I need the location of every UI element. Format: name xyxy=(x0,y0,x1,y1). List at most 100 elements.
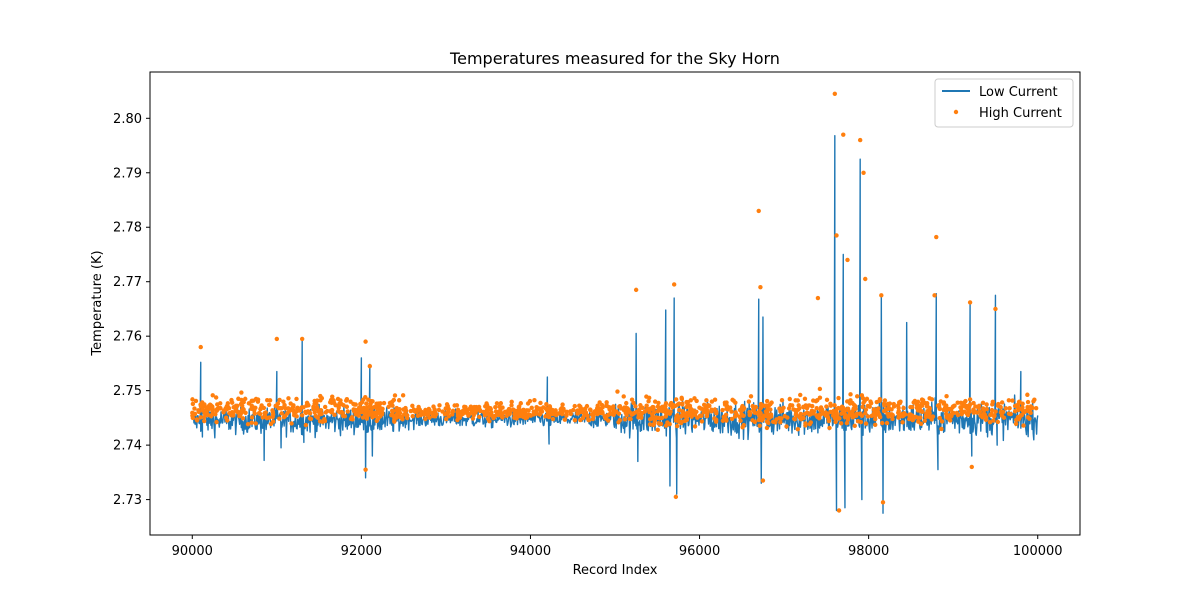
x-axis-ticks: 90000 92000 94000 96000 98000 100000 xyxy=(172,535,1063,559)
x-tick-label: 98000 xyxy=(848,544,889,559)
high-current-point xyxy=(493,404,498,410)
high-current-point xyxy=(1028,404,1034,409)
high-current-point xyxy=(381,400,387,406)
high-current-point xyxy=(882,398,888,403)
high-current-point xyxy=(808,411,813,417)
high-current-point xyxy=(680,409,685,414)
high-current-point xyxy=(858,411,863,416)
high-current-point xyxy=(878,414,883,420)
high-current-point xyxy=(656,400,661,406)
high-current-point xyxy=(496,412,502,417)
high-current-point xyxy=(801,405,806,410)
high-current-point xyxy=(959,410,965,416)
high-current-point xyxy=(741,413,746,419)
high-current-point xyxy=(282,402,287,408)
high-current-point xyxy=(890,416,895,422)
high-current-point xyxy=(202,414,207,420)
high-current-point xyxy=(646,399,651,404)
high-current-point xyxy=(386,404,391,410)
high-current-point xyxy=(798,411,803,417)
high-current-point xyxy=(609,411,614,417)
high-current-point xyxy=(999,409,1004,414)
high-current-point xyxy=(961,400,967,405)
high-current-point xyxy=(416,404,421,410)
high-current-point xyxy=(423,416,428,422)
high-current-point xyxy=(361,397,366,402)
x-tick-label: 94000 xyxy=(510,544,551,559)
high-current-point xyxy=(1025,399,1031,405)
high-current-point xyxy=(1003,406,1009,411)
high-current-point xyxy=(374,401,379,406)
high-current-point xyxy=(915,408,921,413)
high-current-point xyxy=(939,426,944,432)
high-current-point xyxy=(896,415,901,420)
high-current-point xyxy=(760,416,766,421)
high-current-point xyxy=(622,417,628,422)
plot-area xyxy=(190,91,1039,514)
high-current-point xyxy=(550,408,556,413)
high-current-point xyxy=(900,420,905,425)
high-current-point xyxy=(460,408,466,413)
y-tick-label: 2.73 xyxy=(113,493,142,508)
high-current-point xyxy=(640,405,645,410)
high-current-point xyxy=(684,399,689,405)
high-current-point xyxy=(328,409,334,415)
high-current-point xyxy=(919,401,925,406)
high-current-point xyxy=(937,415,942,421)
high-current-point xyxy=(554,412,559,418)
high-current-point xyxy=(288,401,293,406)
high-current-point xyxy=(509,399,514,405)
high-current-point xyxy=(498,401,504,406)
high-current-point xyxy=(209,405,214,411)
high-current-point xyxy=(611,404,616,409)
high-current-point xyxy=(544,401,549,407)
high-current-point xyxy=(720,407,725,413)
y-tick-label: 2.77 xyxy=(113,275,142,290)
high-current-point xyxy=(319,411,324,417)
high-current-point xyxy=(927,396,932,401)
high-current-point xyxy=(616,411,622,416)
high-current-point xyxy=(590,416,596,422)
high-current-point xyxy=(663,414,668,419)
high-current-point xyxy=(989,411,994,416)
high-current-point xyxy=(484,410,490,416)
high-current-point xyxy=(938,399,944,404)
high-current-point xyxy=(932,293,937,298)
high-current-point xyxy=(245,422,251,427)
high-current-point xyxy=(819,407,825,412)
high-current-point xyxy=(299,336,305,342)
high-current-point xyxy=(699,419,705,424)
y-tick-label: 2.80 xyxy=(113,112,142,127)
high-current-point xyxy=(971,400,976,406)
high-current-point xyxy=(225,418,230,423)
high-current-point xyxy=(410,414,415,419)
high-current-point xyxy=(397,410,403,416)
high-current-point xyxy=(910,417,916,423)
high-current-point xyxy=(1013,421,1019,426)
high-current-point xyxy=(1018,413,1024,418)
high-current-point xyxy=(216,405,222,411)
high-current-point xyxy=(312,401,317,407)
high-current-point xyxy=(873,416,878,422)
high-current-point xyxy=(394,405,399,411)
high-current-point xyxy=(290,406,295,411)
high-current-point xyxy=(724,406,729,412)
y-tick-label: 2.74 xyxy=(113,439,142,454)
high-current-point xyxy=(823,413,829,418)
high-current-point xyxy=(596,407,602,412)
high-current-point xyxy=(1025,392,1030,397)
high-current-point xyxy=(303,422,309,428)
high-current-point xyxy=(630,411,636,416)
high-current-point xyxy=(650,412,655,417)
high-current-point xyxy=(572,418,578,423)
high-current-point xyxy=(320,419,325,424)
high-current-point xyxy=(468,404,474,409)
high-current-point xyxy=(1010,398,1015,403)
high-current-point xyxy=(259,403,264,408)
high-current-point xyxy=(689,414,694,419)
high-current-point xyxy=(733,411,739,417)
high-current-point xyxy=(758,284,763,290)
high-current-point xyxy=(286,396,291,401)
high-current-point xyxy=(425,409,430,415)
high-current-point xyxy=(817,412,823,417)
